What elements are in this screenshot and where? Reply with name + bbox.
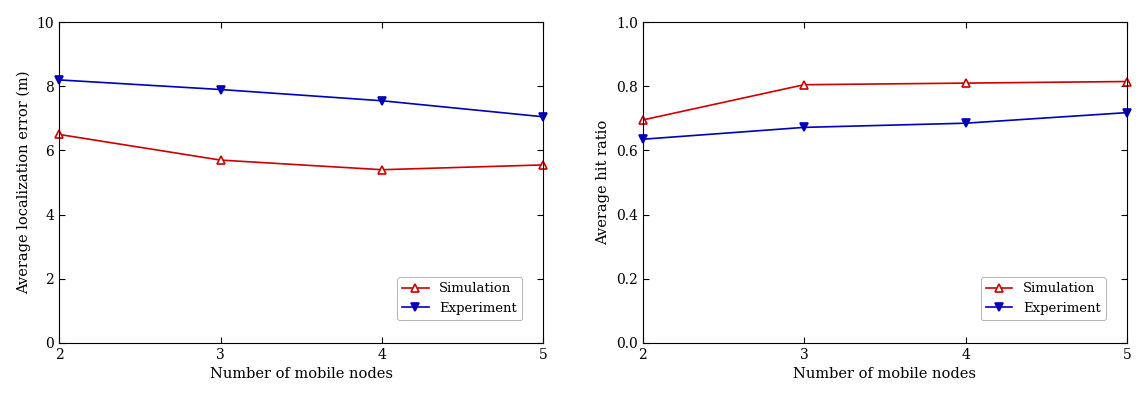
Simulation [636, 117, 650, 122]
Simulation [214, 158, 227, 162]
Simulation [375, 167, 389, 172]
Simulation [1120, 79, 1134, 84]
Line: Simulation: Simulation [638, 77, 1131, 124]
Experiment [214, 87, 227, 92]
X-axis label: Number of mobile nodes: Number of mobile nodes [793, 367, 976, 381]
Experiment [1120, 110, 1134, 115]
Y-axis label: Average localization error (m): Average localization error (m) [17, 71, 31, 294]
Experiment [375, 98, 389, 103]
Legend: Simulation, Experiment: Simulation, Experiment [980, 277, 1106, 320]
Experiment [959, 121, 972, 126]
Experiment [636, 137, 650, 142]
Simulation [52, 132, 65, 137]
X-axis label: Number of mobile nodes: Number of mobile nodes [210, 367, 393, 381]
Y-axis label: Average hit ratio: Average hit ratio [596, 120, 611, 245]
Simulation [959, 81, 972, 86]
Line: Experiment: Experiment [638, 108, 1131, 143]
Experiment [52, 78, 65, 82]
Experiment [797, 125, 810, 130]
Legend: Simulation, Experiment: Simulation, Experiment [397, 277, 522, 320]
Line: Experiment: Experiment [55, 76, 548, 121]
Simulation [797, 82, 810, 87]
Experiment [536, 114, 550, 119]
Line: Simulation: Simulation [55, 130, 548, 174]
Simulation [536, 162, 550, 167]
